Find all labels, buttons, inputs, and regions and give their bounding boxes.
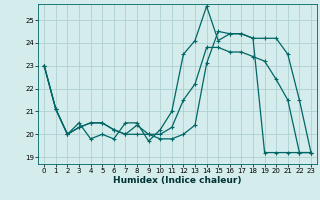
X-axis label: Humidex (Indice chaleur): Humidex (Indice chaleur) (113, 176, 242, 185)
